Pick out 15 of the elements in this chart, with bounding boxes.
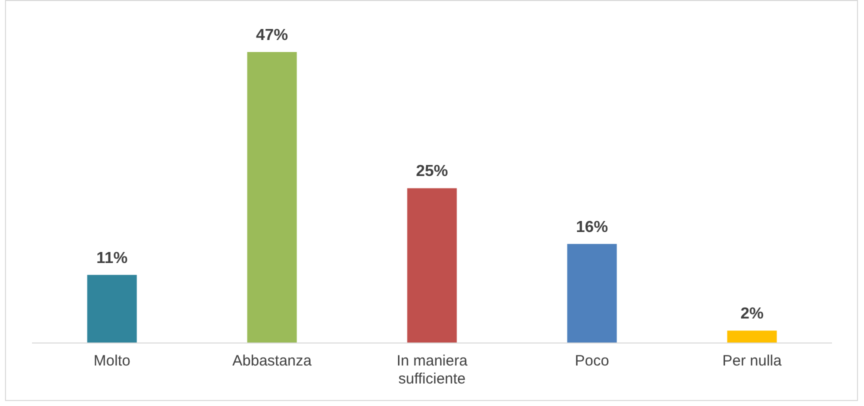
x-tick-label: Molto [94,352,130,370]
x-tick-label: In maniera sufficiente [396,352,468,388]
data-label: 2% [740,306,764,323]
data-label: 47% [256,27,288,44]
x-tick-label: Abbastanza [232,352,312,370]
data-label: 16% [576,218,608,236]
bar [247,52,297,343]
bar [407,188,457,343]
bar [727,330,777,343]
bar [567,244,617,343]
x-tick-label: Poco [574,352,610,370]
data-label: 11% [96,250,128,267]
data-label: 25% [416,163,448,180]
x-tick-label: Per nulla [722,352,782,370]
bar [87,274,137,343]
